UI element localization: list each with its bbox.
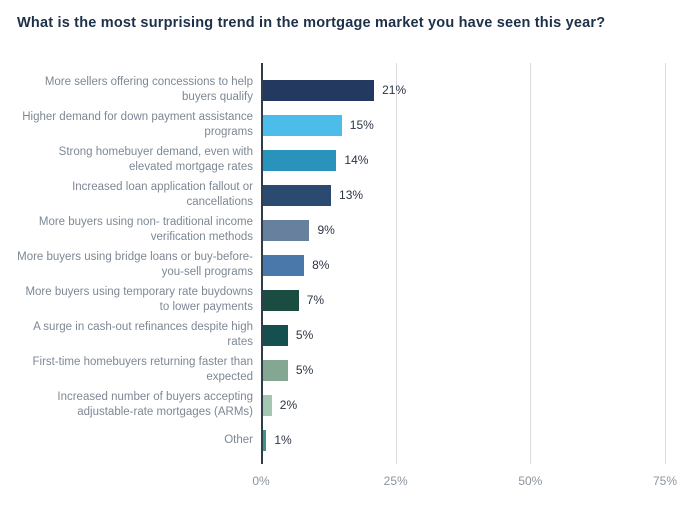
y-axis-line xyxy=(261,62,263,464)
bar-value-label: 13% xyxy=(339,188,364,203)
bar-value-label: 2% xyxy=(279,398,298,413)
bar-row: 13% xyxy=(261,178,665,213)
bar-row: 15% xyxy=(261,108,665,143)
bar-row: 2% xyxy=(261,388,665,423)
page-title: What is the most surprising trend in the… xyxy=(17,15,606,31)
category-label: Other xyxy=(224,433,253,446)
x-tick-label: 75% xyxy=(652,473,678,488)
bar-chart: More sellers offering concessions to hel… xyxy=(17,62,679,464)
category-label: Increased number of buyers accepting adj… xyxy=(57,391,253,419)
bar-value-label: 1% xyxy=(274,433,292,448)
bar xyxy=(261,114,342,136)
bar-value-label: 5% xyxy=(295,328,314,343)
gridline xyxy=(530,62,532,464)
category-label: First-time homebuyers returning faster t… xyxy=(32,356,253,384)
category-label: More buyers using temporary rate buydown… xyxy=(25,286,253,314)
category-label: More buyers using bridge loans or buy-be… xyxy=(17,251,253,279)
bar-row: 1% xyxy=(261,423,665,458)
category-label: More buyers using non- traditional incom… xyxy=(38,216,253,244)
gridline xyxy=(395,62,397,464)
bar xyxy=(261,429,267,451)
category-label: Strong homebuyer demand, even with eleva… xyxy=(58,146,253,174)
bar-row: 9% xyxy=(261,213,665,248)
bar-value-label: 8% xyxy=(312,258,330,273)
bar xyxy=(261,254,305,276)
bar xyxy=(261,149,337,171)
category-label: Higher demand for down payment assistanc… xyxy=(22,111,253,139)
bar-value-label: 7% xyxy=(306,293,325,308)
category-label: A surge in cash-out refinances despite h… xyxy=(33,321,253,349)
bar-row: 5% xyxy=(261,318,665,353)
category-labels: More sellers offering concessions to hel… xyxy=(17,63,261,464)
page: What is the most surprising trend in the… xyxy=(17,15,679,492)
bar xyxy=(261,359,288,381)
category-label: Increased loan application fallout or ca… xyxy=(72,181,253,209)
bar-row: 5% xyxy=(261,353,665,388)
bar-value-label: 21% xyxy=(382,83,407,98)
bar xyxy=(261,79,375,101)
bar-value-label: 9% xyxy=(317,223,335,238)
bar xyxy=(261,324,288,346)
bar-row: 8% xyxy=(261,248,665,283)
bar-row: 7% xyxy=(261,283,665,318)
bar-value-label: 14% xyxy=(344,153,369,168)
plot-area: 21% 15% 14% 13% 9% 8% 7% 5% 5% 2% 1% xyxy=(261,62,666,464)
x-axis: 0% 25% 50% 75% xyxy=(252,473,677,492)
x-tick-label: 25% xyxy=(383,473,408,488)
category-label: More sellers offering concessions to hel… xyxy=(44,76,253,104)
x-tick-label: 50% xyxy=(518,473,543,488)
bar xyxy=(261,219,310,241)
bar-value-label: 5% xyxy=(295,363,314,378)
bar xyxy=(261,184,332,206)
bar-rows: 21% 15% 14% 13% 9% 8% 7% 5% 5% 2% 1% xyxy=(261,63,665,464)
bar-row: 14% xyxy=(261,143,665,178)
bar-row: 21% xyxy=(261,73,665,108)
gridline xyxy=(665,62,666,464)
bar xyxy=(261,394,272,416)
x-tick-label: 0% xyxy=(252,473,270,488)
bar xyxy=(261,289,299,311)
bar-value-label: 15% xyxy=(349,118,374,133)
